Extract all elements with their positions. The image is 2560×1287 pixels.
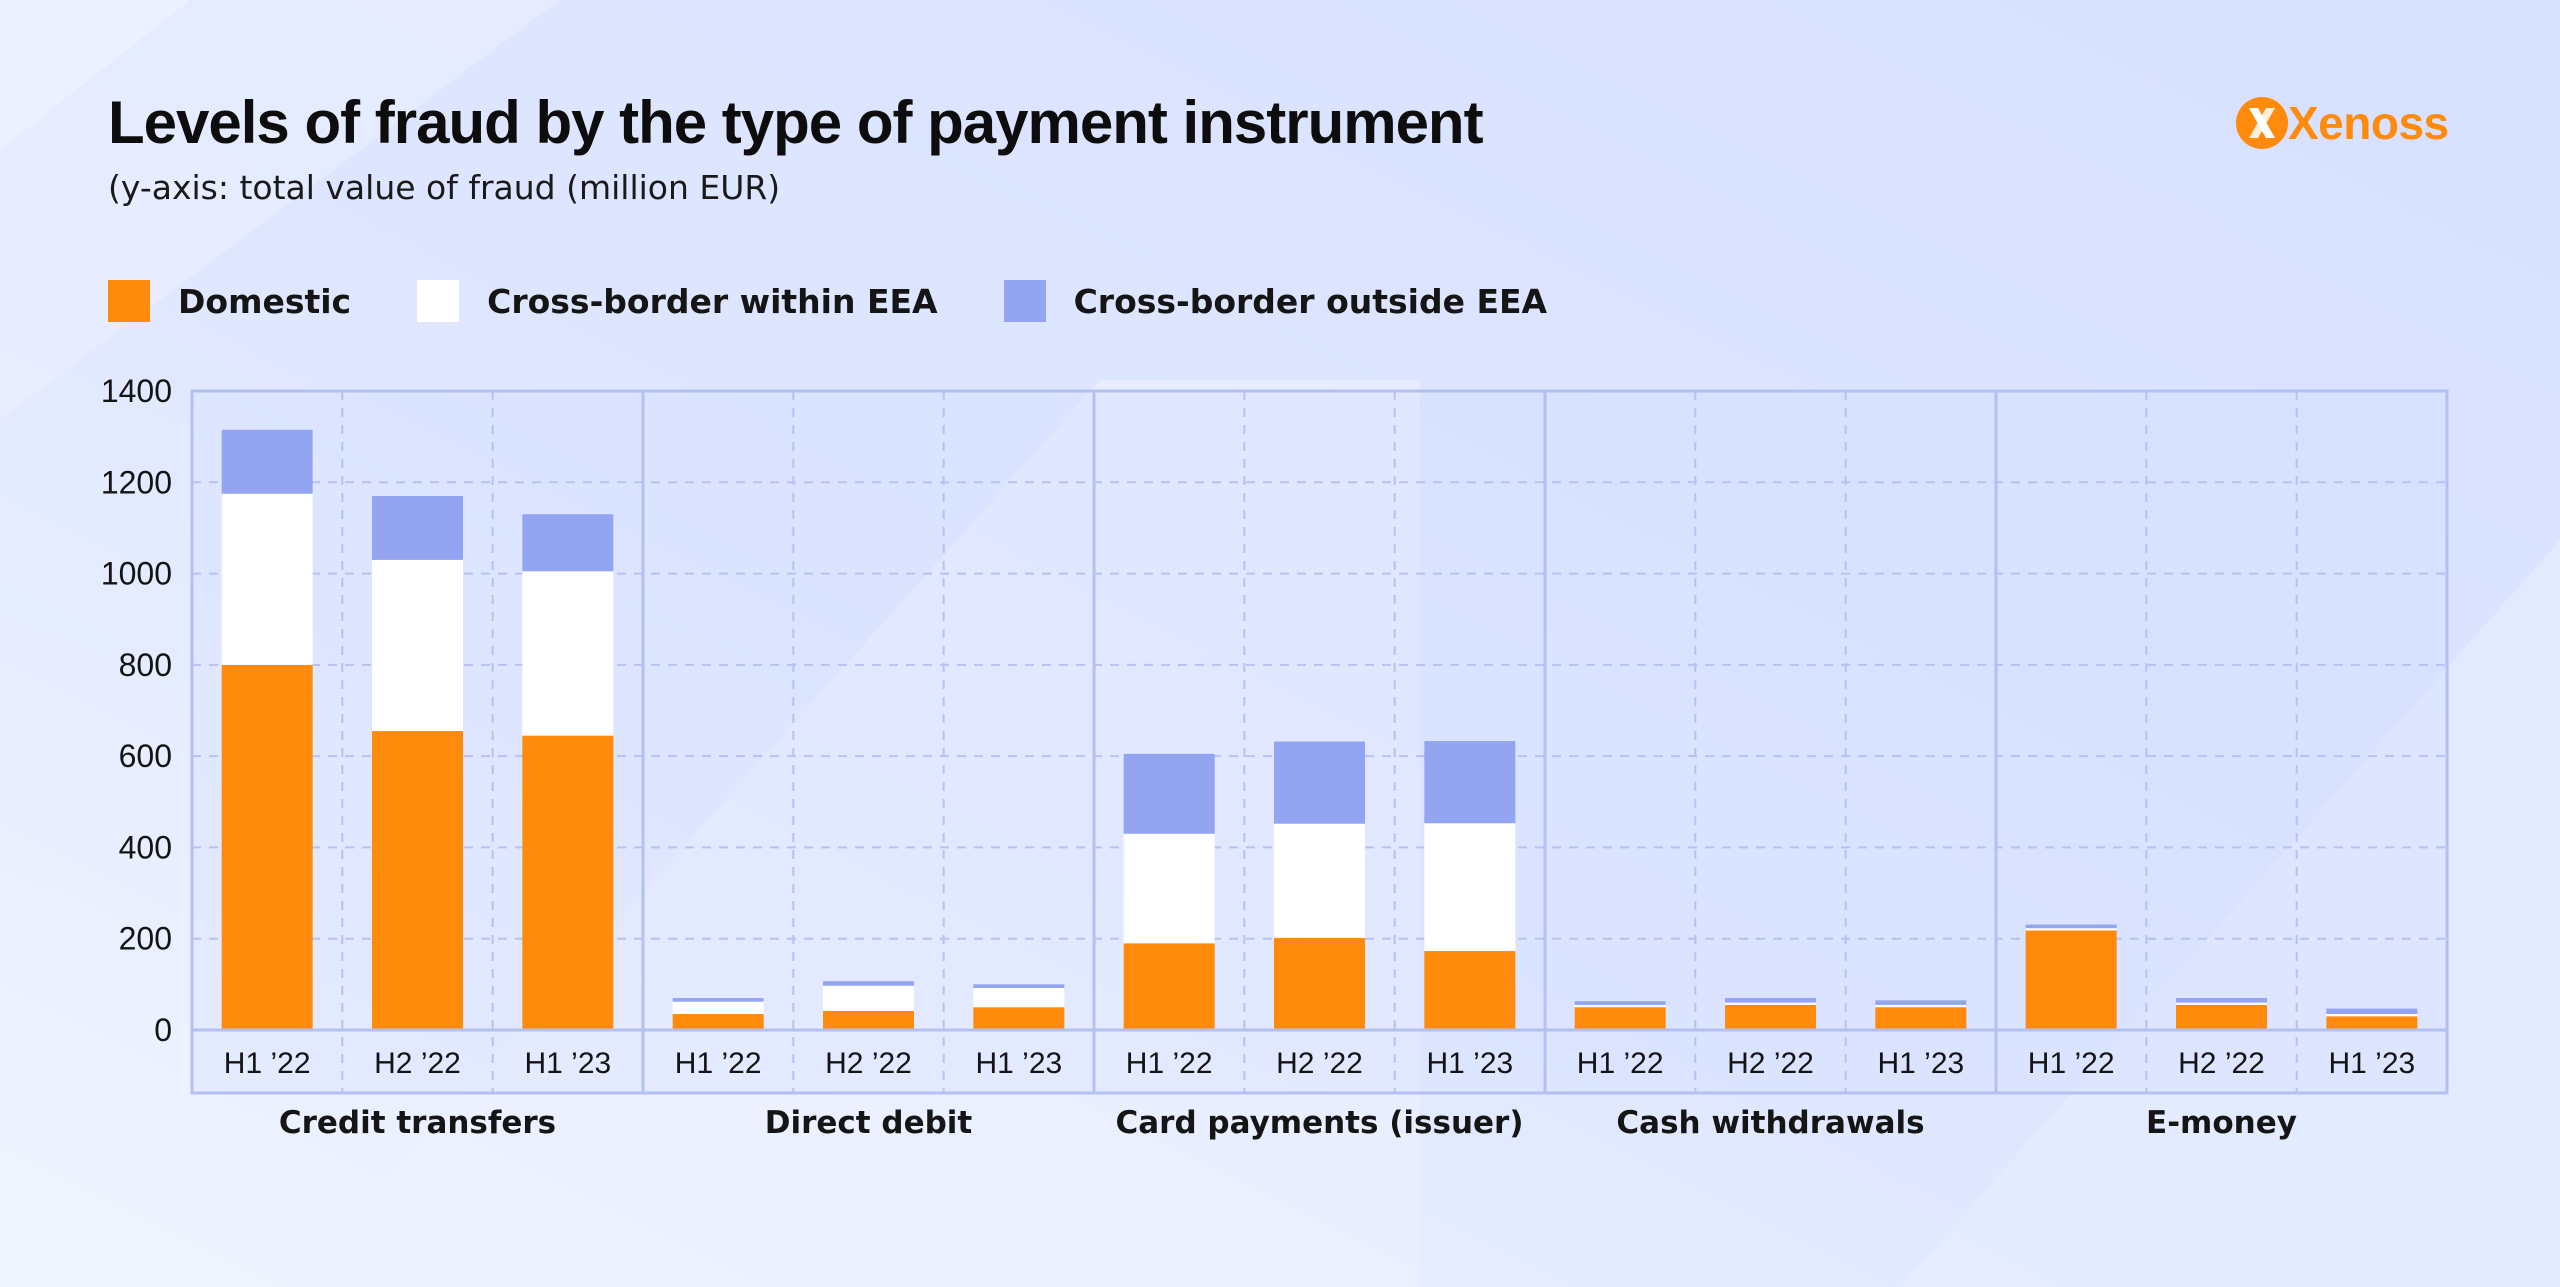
group-label: Cash withdrawals: [1616, 1105, 1924, 1141]
legend-label-domestic: Domestic: [178, 281, 352, 321]
bar-segment-domestic: [973, 1007, 1065, 1030]
bar-segment-cross-border-within: [2176, 1002, 2267, 1005]
group-label: Direct debit: [765, 1105, 973, 1141]
bar-segment-cross-border-outside: [1123, 753, 1215, 834]
bar-segment-cross-border-outside: [1875, 1000, 1967, 1005]
bar-segment-cross-border-outside: [1274, 741, 1365, 824]
x-tick-label: H1 ’23: [524, 1047, 611, 1080]
bar-segment-domestic: [1274, 937, 1365, 1030]
bar-segment-cross-border-within: [973, 988, 1065, 1008]
x-tick-label: H2 ’22: [374, 1047, 461, 1080]
x-tick-label: H1 ’22: [1577, 1047, 1664, 1080]
bar-segment-domestic: [1574, 1007, 1666, 1030]
x-tick-label: H2 ’22: [825, 1047, 912, 1080]
bar-segment-cross-border-outside: [522, 514, 614, 572]
bar-segment-cross-border-within: [672, 1001, 764, 1015]
bar-segment-domestic: [1123, 943, 1215, 1030]
legend-item-domestic: Domestic: [108, 280, 351, 322]
y-tick-label: 1400: [101, 373, 172, 409]
bar-segment-cross-border-outside: [2326, 1008, 2418, 1015]
bar-segment-domestic: [372, 731, 463, 1030]
bar-segment-cross-border-within: [823, 985, 914, 1011]
bar-segment-cross-border-outside: [1574, 1001, 1666, 1005]
bar-segment-domestic: [1875, 1007, 1967, 1030]
bar-segment-cross-border-within: [1424, 823, 1516, 952]
bar-segment-domestic: [1725, 1004, 1816, 1030]
chart-title: Levels of fraud by the type of payment i…: [108, 89, 1484, 156]
bar-segment-cross-border-within: [1725, 1002, 1816, 1005]
x-tick-label: H2 ’22: [2178, 1047, 2265, 1080]
x-tick-label: H2 ’22: [1276, 1047, 1363, 1080]
legend-label-cross-border-outside: Cross-border outside EEA: [1073, 281, 1548, 321]
x-tick-label: H1 ’23: [975, 1047, 1062, 1080]
legend-item-cross-border-within: Cross-border within EEA: [417, 280, 938, 322]
bar-segment-cross-border-outside: [221, 429, 313, 494]
y-tick-label: 1200: [101, 464, 172, 500]
plot-frame: [190, 389, 2449, 1095]
x-tick-label: H1 ’22: [675, 1047, 762, 1080]
bar-segment-cross-border-within: [2025, 928, 2117, 931]
group-label: E-money: [2146, 1105, 2297, 1141]
bar-segment-cross-border-outside: [372, 495, 463, 560]
y-tick-label: 600: [119, 738, 172, 774]
bar-segment-domestic: [672, 1014, 764, 1030]
y-tick-label: 200: [119, 921, 172, 957]
bar-segment-cross-border-outside: [2176, 998, 2267, 1003]
y-tick-label: 400: [119, 829, 172, 865]
x-tick-label: H1 ’22: [2028, 1047, 2115, 1080]
legend-label-cross-border-within: Cross-border within EEA: [487, 281, 938, 321]
bar-segment-cross-border-within: [2326, 1014, 2418, 1017]
bar-segment-cross-border-outside: [1424, 741, 1516, 824]
chart-subtitle: (y-axis: total value of fraud (million E…: [108, 168, 781, 207]
legend-swatch-cross-border-outside: [1003, 280, 1046, 322]
chart-legend: Domestic Cross-border within EEA Cross-b…: [108, 280, 1613, 322]
bar-segment-cross-border-outside: [672, 998, 764, 1002]
bar-segment-domestic: [2025, 930, 2117, 1030]
x-tick-label: H1 ’23: [1426, 1047, 1513, 1080]
bar-segment-domestic: [2326, 1016, 2418, 1030]
bar-segment-cross-border-outside: [823, 981, 914, 986]
legend-swatch-domestic: [108, 280, 150, 322]
group-label: Card payments (issuer): [1115, 1105, 1523, 1141]
xenoss-logo-icon: [2236, 97, 2288, 149]
x-tick-label: H1 ’23: [1877, 1047, 1964, 1080]
x-tick-label: H1 ’22: [224, 1047, 311, 1080]
bar-segment-cross-border-within: [1123, 833, 1215, 944]
x-tick-label: H1 ’23: [2328, 1047, 2415, 1080]
y-tick-label: 800: [119, 647, 172, 683]
bar-segment-cross-border-outside: [1725, 998, 1816, 1003]
bar-segment-domestic: [2176, 1004, 2267, 1030]
bar-segment-cross-border-within: [221, 493, 313, 665]
bar-segment-domestic: [823, 1010, 914, 1030]
x-tick-label: H1 ’22: [1126, 1047, 1213, 1080]
brand-logo: Xenoss: [2234, 95, 2449, 151]
group-label: Credit transfers: [279, 1105, 556, 1141]
bar-segment-domestic: [1424, 951, 1516, 1030]
logo-text: Xenoss: [2288, 97, 2449, 149]
bar-segment-domestic: [221, 664, 313, 1030]
legend-swatch-cross-border-within: [417, 280, 460, 322]
y-tick-label: 1000: [101, 556, 172, 592]
bar-segment-cross-border-outside: [973, 984, 1065, 989]
bar-segment-cross-border-within: [1574, 1004, 1666, 1008]
bar-segment-cross-border-within: [372, 559, 463, 732]
bar-segment-cross-border-within: [1875, 1004, 1967, 1008]
bar-segment-cross-border-within: [1274, 823, 1365, 938]
legend-item-cross-border-outside: Cross-border outside EEA: [1003, 280, 1548, 322]
bar-segment-cross-border-within: [522, 571, 614, 736]
x-tick-label: H2 ’22: [1727, 1047, 1814, 1080]
bar-segment-domestic: [522, 735, 614, 1030]
bar-segment-cross-border-outside: [2025, 924, 2117, 929]
y-tick-label: 0: [154, 1012, 172, 1048]
